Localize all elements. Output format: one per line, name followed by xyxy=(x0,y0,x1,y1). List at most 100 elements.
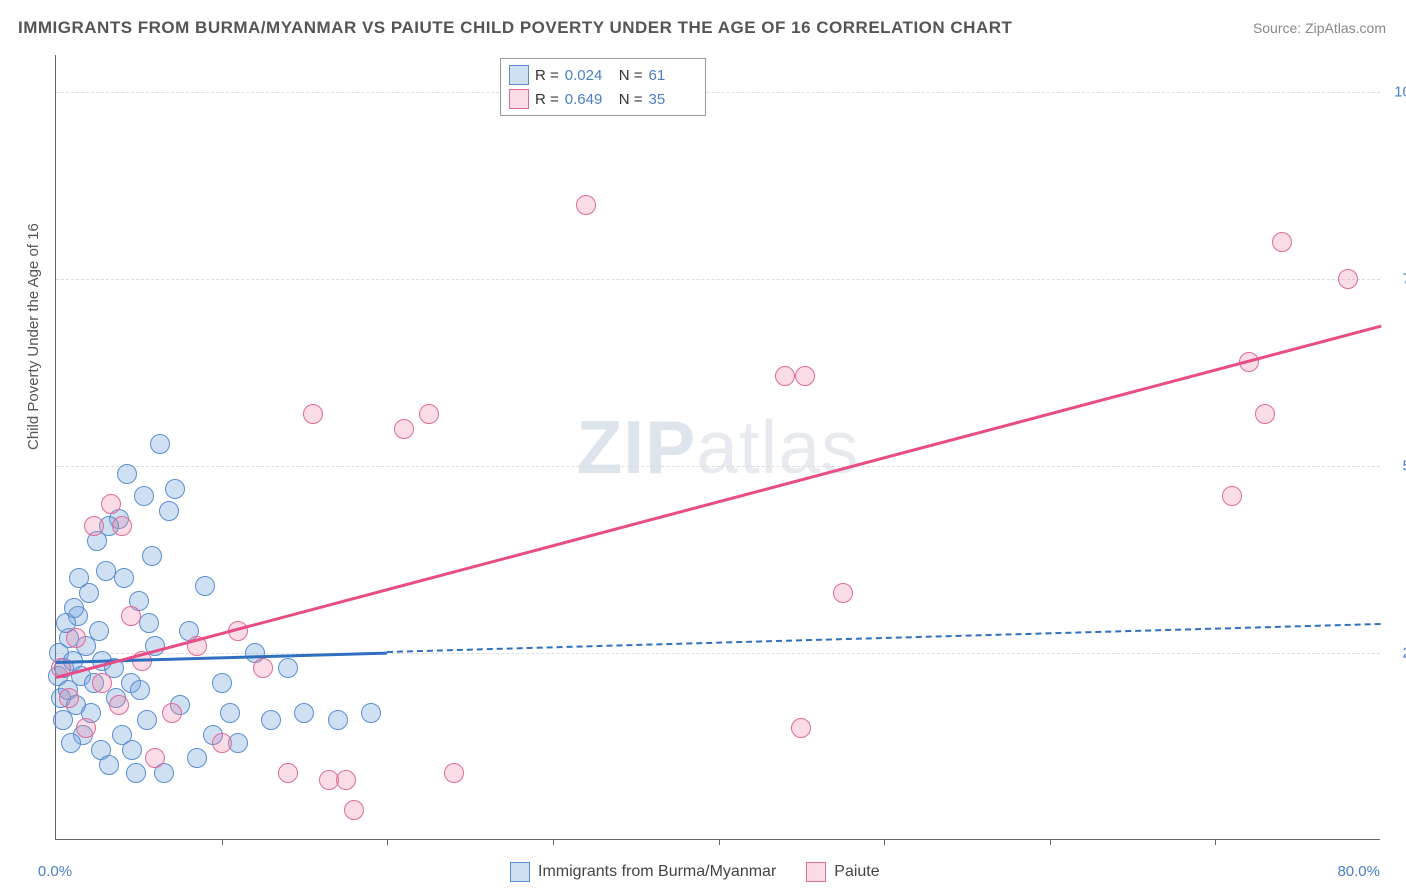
y-tick-label: 100.0% xyxy=(1394,84,1406,101)
data-point xyxy=(99,755,119,775)
watermark-bold: ZIP xyxy=(576,405,696,489)
y-tick-label: 75.0% xyxy=(1402,271,1406,288)
x-tick-mark xyxy=(553,839,554,845)
data-point xyxy=(344,800,364,820)
legend-item: Immigrants from Burma/Myanmar xyxy=(510,862,776,882)
stat-n-label: N = xyxy=(619,67,643,84)
data-point xyxy=(303,404,323,424)
data-point xyxy=(145,748,165,768)
data-point xyxy=(278,763,298,783)
data-point xyxy=(92,673,112,693)
gridline xyxy=(56,92,1380,93)
data-point xyxy=(162,703,182,723)
data-point xyxy=(361,703,381,723)
data-point xyxy=(394,419,414,439)
y-axis-label: Child Poverty Under the Age of 16 xyxy=(25,223,42,450)
watermark-rest: atlas xyxy=(696,405,859,489)
x-tick-mark xyxy=(222,839,223,845)
gridline xyxy=(56,466,1380,467)
data-point xyxy=(137,710,157,730)
data-point xyxy=(121,606,141,626)
trend-line xyxy=(56,324,1382,678)
data-point xyxy=(69,568,89,588)
data-point xyxy=(294,703,314,723)
data-point xyxy=(795,366,815,386)
stat-n-value: 61 xyxy=(649,67,697,84)
trend-line xyxy=(387,623,1381,653)
data-point xyxy=(253,658,273,678)
x-tick-mark xyxy=(387,839,388,845)
data-point xyxy=(84,516,104,536)
data-point xyxy=(114,568,134,588)
data-point xyxy=(150,434,170,454)
bottom-legend: Immigrants from Burma/Myanmar Paiute xyxy=(510,862,880,882)
data-point xyxy=(833,583,853,603)
stats-row: R = 0.024 N = 61 xyxy=(509,63,697,87)
legend-swatch xyxy=(510,862,530,882)
x-tick-mark xyxy=(884,839,885,845)
stat-r-label: R = xyxy=(535,67,559,84)
data-point xyxy=(212,733,232,753)
data-point xyxy=(126,763,146,783)
data-point xyxy=(1338,269,1358,289)
data-point xyxy=(419,404,439,424)
data-point xyxy=(444,763,464,783)
data-point xyxy=(61,733,81,753)
data-point xyxy=(165,479,185,499)
legend-item: Paiute xyxy=(806,862,879,882)
data-point xyxy=(89,621,109,641)
data-point xyxy=(791,718,811,738)
data-point xyxy=(212,673,232,693)
stats-row: R = 0.649 N = 35 xyxy=(509,87,697,111)
data-point xyxy=(130,680,150,700)
data-point xyxy=(96,561,116,581)
stat-r-label: R = xyxy=(535,91,559,108)
stat-r-value: 0.649 xyxy=(565,91,613,108)
gridline xyxy=(56,279,1380,280)
data-point xyxy=(142,546,162,566)
data-point xyxy=(261,710,281,730)
legend-label: Paiute xyxy=(834,863,879,881)
x-tick-mark xyxy=(719,839,720,845)
x-tick-label-min: 0.0% xyxy=(38,863,72,880)
chart-container: IMMIGRANTS FROM BURMA/MYANMAR VS PAIUTE … xyxy=(0,0,1406,892)
x-tick-mark xyxy=(1050,839,1051,845)
chart-title: IMMIGRANTS FROM BURMA/MYANMAR VS PAIUTE … xyxy=(18,18,1012,38)
data-point xyxy=(195,576,215,596)
stat-n-label: N = xyxy=(619,91,643,108)
data-point xyxy=(336,770,356,790)
data-point xyxy=(1222,486,1242,506)
data-point xyxy=(66,628,86,648)
data-point xyxy=(278,658,298,678)
stat-r-value: 0.024 xyxy=(565,67,613,84)
x-tick-label-max: 80.0% xyxy=(1337,863,1380,880)
data-point xyxy=(220,703,240,723)
watermark: ZIPatlas xyxy=(576,404,859,490)
stat-n-value: 35 xyxy=(649,91,697,108)
data-point xyxy=(1255,404,1275,424)
data-point xyxy=(122,740,142,760)
data-point xyxy=(59,688,79,708)
legend-label: Immigrants from Burma/Myanmar xyxy=(538,863,776,881)
data-point xyxy=(187,748,207,768)
data-point xyxy=(1272,232,1292,252)
data-point xyxy=(328,710,348,730)
plot-area: ZIPatlas 25.0%50.0%75.0%100.0% xyxy=(55,55,1380,840)
data-point xyxy=(775,366,795,386)
data-point xyxy=(159,501,179,521)
x-tick-mark xyxy=(1215,839,1216,845)
data-point xyxy=(76,718,96,738)
legend-swatch xyxy=(806,862,826,882)
data-point xyxy=(117,464,137,484)
data-point xyxy=(109,695,129,715)
y-tick-label: 50.0% xyxy=(1402,458,1406,475)
legend-swatch xyxy=(509,89,529,109)
data-point xyxy=(134,486,154,506)
source-label: Source: ZipAtlas.com xyxy=(1253,20,1386,36)
data-point xyxy=(139,613,159,633)
data-point xyxy=(576,195,596,215)
y-tick-label: 25.0% xyxy=(1402,645,1406,662)
stats-legend: R = 0.024 N = 61 R = 0.649 N = 35 xyxy=(500,58,706,116)
legend-swatch xyxy=(509,65,529,85)
data-point xyxy=(53,710,73,730)
